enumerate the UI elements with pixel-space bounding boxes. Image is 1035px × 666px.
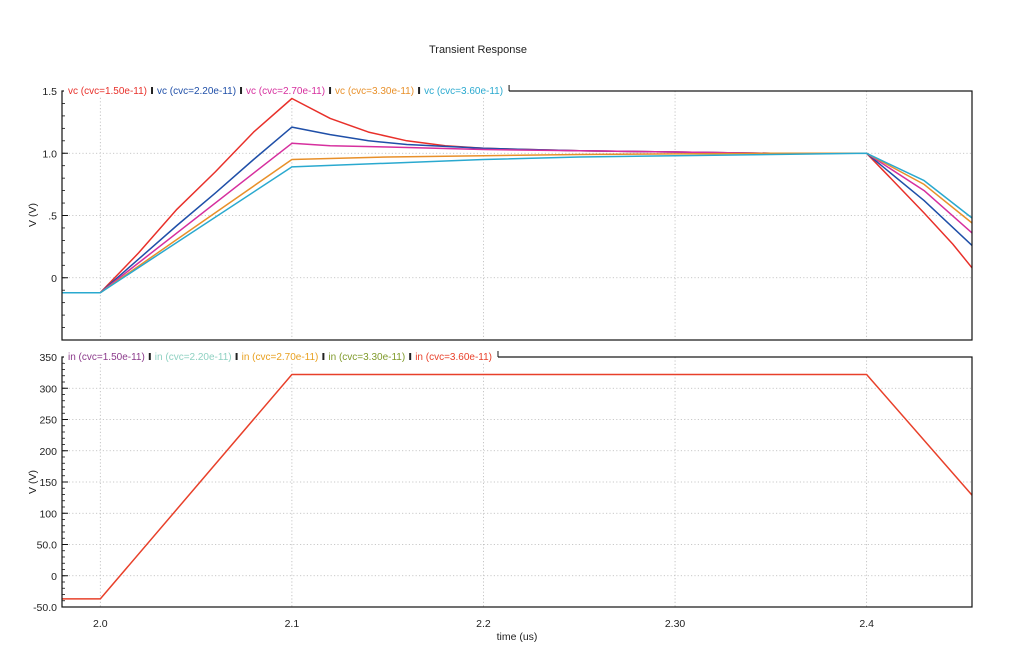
y-tick-label: 300 bbox=[39, 383, 57, 395]
legend-background bbox=[64, 85, 510, 97]
y-tick-label: 50.0 bbox=[37, 540, 58, 552]
y-axis-label: V (V) bbox=[27, 470, 39, 494]
x-tick-label: 2.0 bbox=[93, 618, 108, 630]
bottom-panel-input: 350 300 250 200 150 100 50.0 0 -50.0 V (V) 2.0 2.1 2… bbox=[27, 351, 973, 630]
legend-separator bbox=[148, 353, 151, 360]
legend-item-4: vc (cvc=3.30e-11) bbox=[335, 86, 414, 97]
y-tick-label: 200 bbox=[39, 446, 57, 458]
legend-item-3: in (cvc=2.70e-11) bbox=[242, 352, 319, 363]
legend-separator bbox=[418, 87, 421, 94]
legend-item-3: vc (cvc=2.70e-11) bbox=[246, 86, 325, 97]
x-axis-label: time (us) bbox=[497, 631, 538, 643]
x-tick-label: 2.30 bbox=[665, 618, 686, 630]
x-tick-label: 2.4 bbox=[859, 618, 874, 630]
chart-title: Transient Response bbox=[429, 44, 527, 56]
legend-item-5: vc (cvc=3.60e-11) bbox=[424, 86, 503, 97]
legend-item-1: in (cvc=1.50e-11) bbox=[68, 352, 145, 363]
legend-item-1: vc (cvc=1.50e-11) bbox=[68, 86, 147, 97]
y-tick-label: 100 bbox=[39, 508, 57, 520]
y-tick-label: -50.0 bbox=[33, 602, 57, 614]
y-tick-label: 1.0 bbox=[42, 148, 57, 160]
legend-separator bbox=[409, 353, 412, 360]
series-line-4 bbox=[62, 152, 973, 294]
legend-item-5: in (cvc=3.60e-11) bbox=[415, 352, 492, 363]
y-axis-label: V (V) bbox=[27, 203, 39, 227]
legend-background bbox=[64, 351, 498, 363]
series-line-3 bbox=[62, 142, 973, 294]
legend-item-2: vc (cvc=2.20e-11) bbox=[157, 86, 236, 97]
y-tick-label: 250 bbox=[39, 415, 57, 427]
legend: in (cvc=1.50e-11) in (cvc=2.20e-11) in (cv… bbox=[64, 351, 499, 363]
legend-separator bbox=[240, 87, 243, 94]
y-tick-label: 150 bbox=[39, 477, 57, 489]
legend-separator bbox=[322, 353, 325, 360]
legend-item-4: in (cvc=3.30e-11) bbox=[328, 352, 405, 363]
legend-separator bbox=[151, 87, 154, 94]
y-tick-label: 1.5 bbox=[42, 86, 57, 98]
legend-separator bbox=[235, 353, 238, 360]
series-line-2 bbox=[62, 126, 973, 294]
x-tick-label: 2.2 bbox=[476, 618, 491, 630]
x-tick-label: 2.1 bbox=[285, 618, 300, 630]
y-tick-label: 350 bbox=[39, 352, 57, 364]
y-tick-label: .5 bbox=[48, 211, 57, 223]
top-panel-voltage: 1.5 1.0 .5 0 V (V) vc (cvc=1.50e-11) vc (cvc=2… bbox=[27, 85, 973, 341]
series-line-1 bbox=[62, 97, 973, 294]
legend-separator bbox=[329, 87, 332, 94]
y-tick-label: 0 bbox=[51, 273, 57, 285]
series-line-5 bbox=[62, 152, 973, 294]
y-tick-label: 0 bbox=[51, 571, 57, 583]
series-line-5 bbox=[62, 373, 973, 600]
legend-item-2: in (cvc=2.20e-11) bbox=[155, 352, 232, 363]
legend: vc (cvc=1.50e-11) vc (cvc=2.20e-11) vc (cv… bbox=[64, 85, 510, 97]
